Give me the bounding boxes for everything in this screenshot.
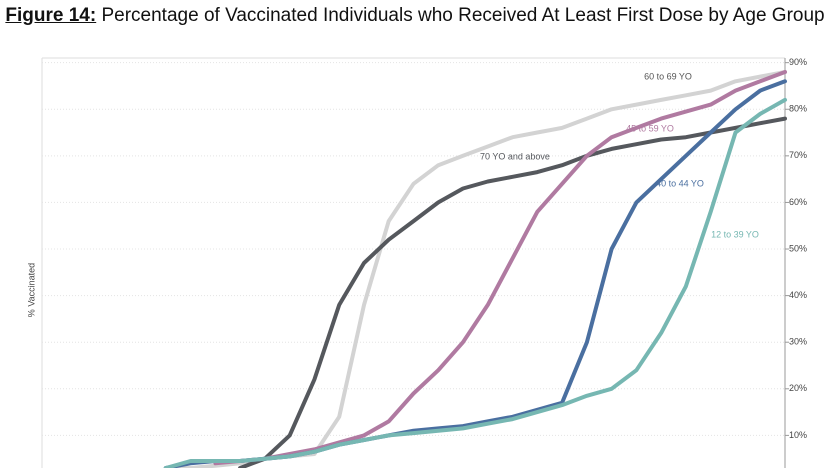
- y-tick-label: 50%: [789, 243, 807, 253]
- chart-title: Percentage of Vaccinated Individuals who…: [101, 5, 825, 26]
- y-tick-label: 30%: [789, 337, 807, 347]
- series-label: 40 to 44 YO: [656, 178, 704, 188]
- y-axis-label: % Vaccinated: [26, 263, 36, 317]
- y-tick-label: 60%: [789, 197, 807, 207]
- y-tick-label: 70%: [789, 150, 807, 160]
- series-line: [213, 70, 787, 466]
- series-line: [163, 97, 787, 468]
- y-tick-label: 40%: [789, 290, 807, 300]
- y-tick-label: 80%: [789, 104, 807, 114]
- y-tick-label: 90%: [789, 57, 807, 67]
- series-line: [238, 116, 787, 468]
- series-label: 60 to 69 YO: [644, 71, 692, 81]
- y-tick-label: 20%: [789, 383, 807, 393]
- series-label: 70 YO and above: [480, 151, 550, 161]
- series-label: 12 to 39 YO: [711, 229, 759, 239]
- series-label: 45 to 59 YO: [626, 123, 674, 133]
- title: Figure 14: Percentage of Vaccinated Indi…: [0, 4, 830, 27]
- series-line: [163, 79, 787, 468]
- y-tick-label: 10%: [789, 430, 807, 440]
- figure-label: Figure 14:: [5, 5, 97, 26]
